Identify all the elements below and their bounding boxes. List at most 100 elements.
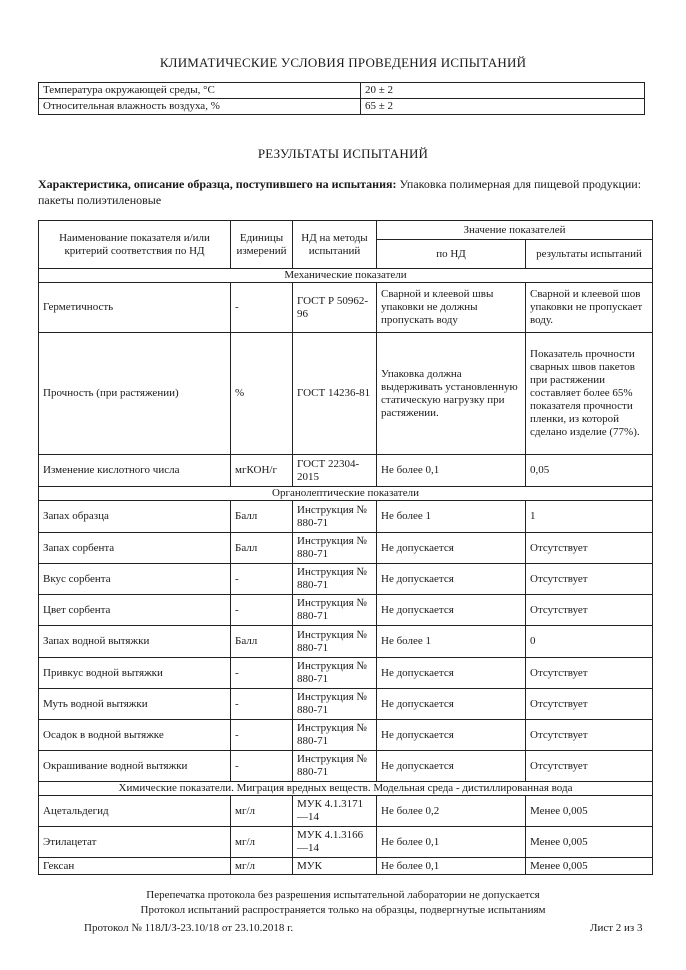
cell-units: -	[230, 657, 293, 689]
description-label: Характеристика, описание образца, поступ…	[38, 177, 397, 191]
table-row: Привкус водной вытяжки - Инструкция № 880-…	[38, 657, 653, 689]
cell-units: -	[230, 563, 293, 595]
cell-result: 0	[525, 625, 653, 658]
header-results: результаты испытаний	[525, 239, 653, 269]
cell-by-nd: Не допускается	[376, 563, 526, 595]
footer-line2: Протокол испытаний распространяется толь…	[140, 904, 546, 916]
cell-by-nd: Не более 1	[376, 625, 526, 658]
cell-result: Менее 0,005	[525, 795, 653, 827]
climate-table: Температура окружающей среды, °С 20 ± 2 О…	[38, 82, 645, 115]
table-row: Окрашивание водной вытяжки - Инструкция № …	[38, 750, 653, 782]
cell-name: Этилацетат	[38, 826, 231, 858]
footer-line1: Перепечатка протокола без разрешения исп…	[146, 889, 540, 901]
climate-title: КЛИМАТИЧЕСКИЕ УСЛОВИЯ ПРОВЕДЕНИЯ ИСПЫТАН…	[159, 55, 527, 70]
table-row: Осадок в водной вытяжке - Инструкция № 880…	[38, 719, 653, 751]
protocol-number: Протокол № 118Л/З-23.10/18 от 23.10.2018…	[84, 922, 294, 934]
cell-name: Окрашивание водной вытяжки	[38, 750, 231, 782]
cell-by-nd: Не более 0,2	[376, 795, 526, 827]
cell-units: мг/л	[230, 795, 293, 827]
cell-result: Менее 0,005	[525, 857, 653, 875]
table-row: Запах образца Балл Инструкция № 880-71 Не б…	[38, 500, 653, 533]
section-header: Органолептические показатели	[38, 486, 653, 501]
table-row: Гексан мг/л МУК Не более 0,1 Менее 0,005	[38, 857, 653, 875]
cell-units: -	[230, 688, 293, 720]
cell-units: -	[230, 594, 293, 626]
climate-value: 20 ± 2	[360, 82, 645, 99]
table-row: Температура окружающей среды, °С 20 ± 2	[38, 82, 645, 99]
cell-units: Балл	[230, 532, 293, 564]
cell-name: Запах сорбента	[38, 532, 231, 564]
table-row: Изменение кислотного числа мгКОН/г ГОСТ 22…	[38, 454, 653, 487]
sheet-number: Лист 2 из 3	[590, 922, 643, 934]
cell-method: ГОСТ 14236-81	[292, 332, 377, 455]
cell-by-nd: Не допускается	[376, 532, 526, 564]
cell-method: Инструкция № 880-71	[292, 563, 377, 595]
cell-method: ГОСТ Р 50962-96	[292, 282, 377, 333]
table-row: Ацетальдегид мг/л МУК 4.1.3171—14 Не более …	[38, 795, 653, 827]
cell-by-nd: Не более 0,1	[376, 454, 526, 487]
cell-result: Отсутствует	[525, 657, 653, 689]
results-table: Наименование показателя и/или критерий с…	[38, 220, 653, 875]
climate-label: Относительная влажность воздуха, %	[38, 98, 361, 115]
header-name: Наименование показателя и/или критерий с…	[38, 220, 231, 269]
cell-method: Инструкция № 880-71	[292, 688, 377, 720]
cell-method: Инструкция № 880-71	[292, 594, 377, 626]
description-value: Упаковка полимерная для пищевой продукци…	[38, 177, 642, 207]
cell-result: Отсутствует	[525, 719, 653, 751]
cell-by-nd: Не допускается	[376, 750, 526, 782]
cell-units: Балл	[230, 625, 293, 658]
cell-result: 0,05	[525, 454, 653, 487]
cell-by-nd: Не более 0,1	[376, 857, 526, 875]
cell-name: Запах образца	[38, 500, 231, 533]
cell-name: Изменение кислотного числа	[38, 454, 231, 487]
table-row: Цвет сорбента - Инструкция № 880-71 Не допу…	[38, 594, 653, 626]
cell-result: Отсутствует	[525, 594, 653, 626]
cell-by-nd: Не допускается	[376, 719, 526, 751]
sample-description: Характеристика, описание образца, поступ…	[38, 176, 648, 208]
climate-value: 65 ± 2	[360, 98, 645, 115]
cell-result: 1	[525, 500, 653, 533]
cell-units: мг/л	[230, 826, 293, 858]
cell-units: -	[230, 282, 293, 333]
cell-name: Запах водной вытяжки	[38, 625, 231, 658]
header-method: НД на методы испытаний	[292, 220, 377, 269]
cell-name: Цвет сорбента	[38, 594, 231, 626]
section-header: Механические показатели	[38, 268, 653, 283]
cell-name: Ацетальдегид	[38, 795, 231, 827]
cell-units: Балл	[230, 500, 293, 533]
cell-method: Инструкция № 880-71	[292, 657, 377, 689]
cell-method: Инструкция № 880-71	[292, 625, 377, 658]
cell-name: Привкус водной вытяжки	[38, 657, 231, 689]
cell-by-nd: Не допускается	[376, 657, 526, 689]
table-row: Запах водной вытяжки Балл Инструкция № 880…	[38, 625, 653, 658]
cell-result: Отсутствует	[525, 563, 653, 595]
cell-units: мгКОН/г	[230, 454, 293, 487]
cell-method: Инструкция № 880-71	[292, 719, 377, 751]
climate-label: Температура окружающей среды, °С	[38, 82, 361, 99]
cell-by-nd: Упаковка должна выдерживать установленну…	[376, 332, 526, 455]
table-row: Прочность (при растяжении)% ГОСТ 14236-81…	[38, 332, 653, 455]
cell-name: Прочность (при растяжении)	[38, 332, 231, 455]
cell-result: Менее 0,005	[525, 826, 653, 858]
table-row: Этилацетат мг/л МУК 4.1.3166—14 Не более 0,…	[38, 826, 653, 858]
header-values: Значение показателей	[376, 220, 653, 240]
section-title: Органолептические показатели	[38, 486, 653, 501]
header-by-nd: по НД	[376, 239, 526, 269]
cell-name: Муть водной вытяжки	[38, 688, 231, 720]
cell-by-nd: Сварной и клеевой швы упаковки не должны…	[376, 282, 526, 333]
cell-units: -	[230, 719, 293, 751]
cell-name: Осадок в водной вытяжке	[38, 719, 231, 751]
section-title: Химические показатели. Миграция вредных …	[38, 781, 653, 796]
cell-method: МУК 4.1.3171—14	[292, 795, 377, 827]
table-row: Муть водной вытяжки - Инструкция № 880-71 Н…	[38, 688, 653, 720]
cell-by-nd: Не допускается	[376, 594, 526, 626]
table-row: Вкус сорбента - Инструкция № 880-71 Не допу…	[38, 563, 653, 595]
results-title: РЕЗУЛЬТАТЫ ИСПЫТАНИЙ	[257, 146, 429, 161]
header-units: Единицы измерений	[230, 220, 293, 269]
cell-name: Вкус сорбента	[38, 563, 231, 595]
cell-units: %	[230, 332, 293, 455]
cell-units: -	[230, 750, 293, 782]
cell-units: мг/л	[230, 857, 293, 875]
cell-result: Отсутствует	[525, 750, 653, 782]
cell-method: Инструкция № 880-71	[292, 750, 377, 782]
